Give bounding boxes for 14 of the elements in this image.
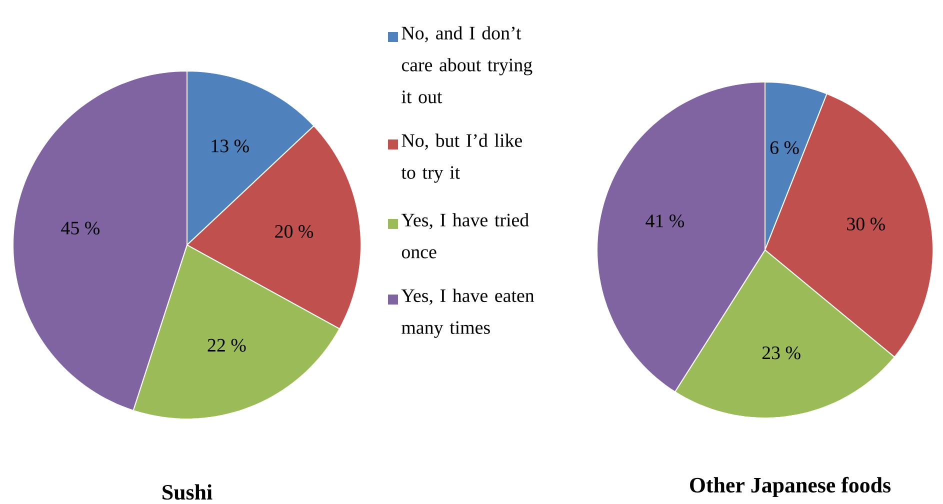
data-label: 23 % [762, 346, 800, 360]
data-label: 41 % [646, 214, 684, 228]
data-label: 13 % [212, 140, 249, 152]
legend-label: Yes, I have tried once [401, 213, 529, 258]
legend-label: No, and I don’t care about trying it out [402, 26, 532, 104]
data-label: 45 % [61, 222, 100, 235]
data-label: 6 % [770, 141, 799, 154]
legend-label: Yes, I have eaten many times [401, 288, 534, 338]
data-label: 22 % [208, 338, 246, 352]
data-label: 20 % [275, 225, 314, 238]
text: Other Japanese foods [690, 476, 891, 498]
legend-label: No, but I’d like to try it [401, 134, 522, 183]
data-label: 30 % [847, 218, 885, 230]
text: Sushi [162, 484, 212, 500]
